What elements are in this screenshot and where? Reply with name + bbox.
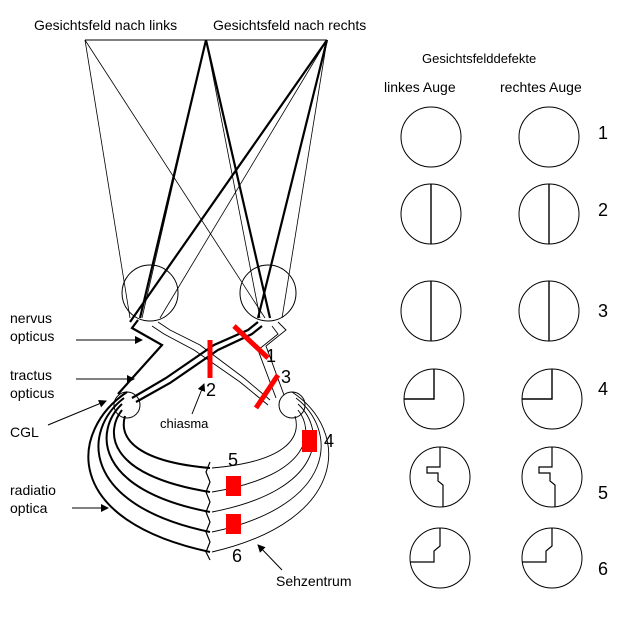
visual-field-right-label: Gesichtsfeld nach rechts xyxy=(213,17,366,33)
defect-row-3 xyxy=(400,280,580,342)
lesion-6-marker xyxy=(226,514,241,534)
defect-4-number: 4 xyxy=(598,379,608,399)
lesion-4-marker xyxy=(302,430,317,452)
lesion-6-number: 6 xyxy=(232,546,242,566)
defect-5-number: 5 xyxy=(598,483,608,503)
cgl-label: CGL xyxy=(10,424,39,440)
tractus-label: tractus xyxy=(10,367,52,383)
chiasma-label: chiasma xyxy=(160,416,209,431)
right-eye-column-label: rechtes Auge xyxy=(500,79,582,95)
defect-1-left-eye xyxy=(400,106,462,168)
visual-field-left-label: Gesichtsfeld nach links xyxy=(34,17,177,33)
right-eye xyxy=(239,264,297,322)
defect-1-right-eye xyxy=(518,106,580,168)
left-eye xyxy=(121,264,179,322)
defect-3-number: 3 xyxy=(598,301,608,321)
projection-rays xyxy=(84,39,329,323)
lesion-3-marker xyxy=(253,373,281,410)
defect-row-4 xyxy=(403,368,583,430)
lesion-5-marker xyxy=(226,476,241,496)
visual-cortex xyxy=(205,461,211,561)
lesion-1-marker xyxy=(232,324,270,360)
lesion-2-number: 2 xyxy=(206,380,216,400)
radiatio-optica-label: optica xyxy=(10,500,48,516)
tractus-opticus-label: opticus xyxy=(10,385,54,401)
left-cgl xyxy=(113,391,141,419)
defect-2-number: 2 xyxy=(598,200,608,220)
chiasma-arrow xyxy=(191,383,206,415)
cgl-arrow xyxy=(47,399,107,426)
radiatio-label: radiatio xyxy=(10,482,56,498)
defect-6-number: 6 xyxy=(598,559,608,579)
defect-row-2 xyxy=(400,183,580,245)
nervus-opticus-label: opticus xyxy=(10,328,54,344)
left-optic-radiation xyxy=(87,391,211,553)
right-optic-radiation xyxy=(211,391,330,553)
lesion-3-number: 3 xyxy=(281,367,291,387)
left-eye-column-label: linkes Auge xyxy=(384,79,456,95)
defect-row-1 xyxy=(400,106,580,168)
lesion-1-number: 1 xyxy=(266,346,276,366)
lesion-4-number: 4 xyxy=(324,431,334,451)
nervus-label: nervus xyxy=(10,310,52,326)
lesion-5-number: 5 xyxy=(228,450,238,470)
defect-row-6 xyxy=(409,527,583,589)
sehzentrum-label: Sehzentrum xyxy=(276,573,351,589)
defect-1-number: 1 xyxy=(598,123,608,143)
defect-row-5 xyxy=(409,446,583,508)
sehzentrum-arrow xyxy=(257,544,283,571)
defects-title: Gesichtsfelddefekte xyxy=(422,51,536,66)
optic-pathways xyxy=(117,319,287,406)
